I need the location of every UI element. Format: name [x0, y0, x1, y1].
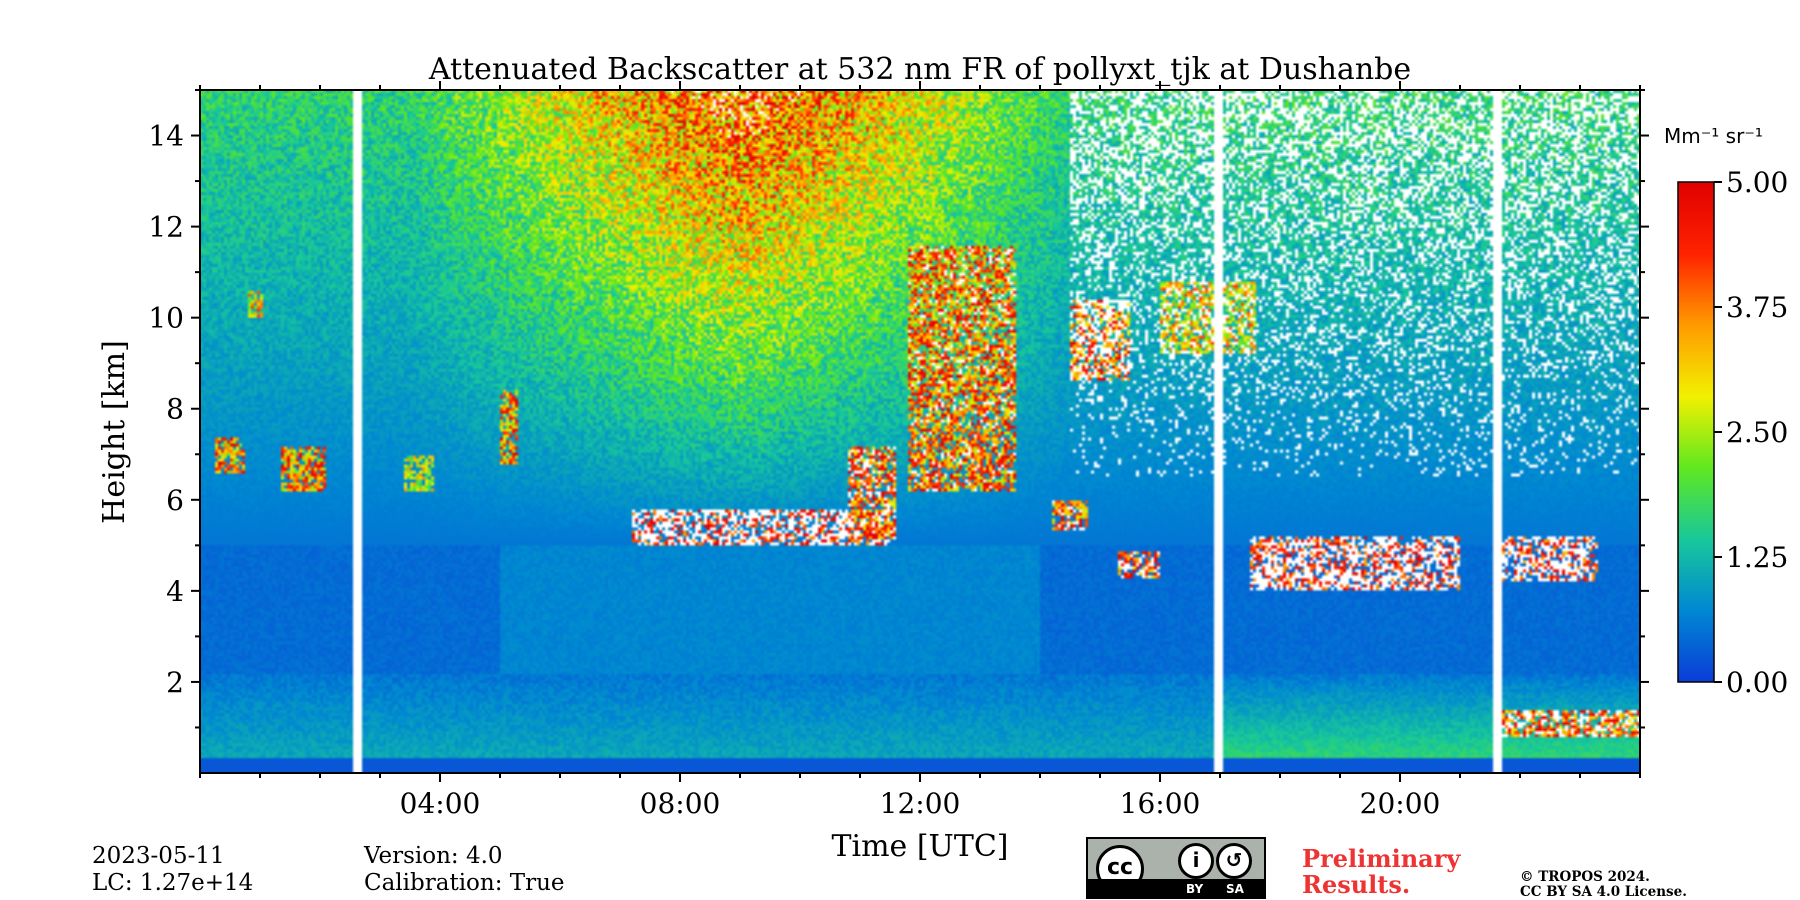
axis-ticks: 04:00 08:00 12:00 16:00 20:00 2 4 6 8 10 12 14 [148, 81, 1649, 820]
x-tick-label: 20:00 [1360, 787, 1441, 820]
x-axis-label: Time [UTC] [832, 829, 1009, 864]
calibration-label: Calibration: True [364, 870, 565, 896]
chart-title: Attenuated Backscatter at 532 nm FR of p… [428, 52, 1411, 87]
y-tick-label: 8 [166, 393, 184, 426]
colorbar-tick-label: 2.50 [1726, 416, 1788, 449]
x-tick-label: 04:00 [400, 787, 481, 820]
preliminary-line-1: Preliminary [1302, 844, 1461, 873]
copyright-notice: © TROPOS 2024. CC BY SA 4.0 License. [1520, 870, 1687, 900]
x-tick-label: 08:00 [640, 787, 721, 820]
copyright-line-1: © TROPOS 2024. [1520, 869, 1650, 885]
x-tick-label: 16:00 [1120, 787, 1201, 820]
colorbar-tick-label: 3.75 [1726, 291, 1788, 324]
y-tick-label: 6 [166, 484, 184, 517]
x-tick-label: 12:00 [880, 787, 961, 820]
lidar-constant: LC: 1.27e+14 [92, 870, 254, 896]
y-tick-label: 12 [148, 211, 184, 244]
preliminary-results-notice: Preliminary Results. [1302, 846, 1460, 898]
y-tick-label: 14 [148, 120, 184, 153]
cc-by-sa-license-badge: cc i ↺ BY SA [1086, 837, 1266, 899]
badge-footer-strip [1088, 879, 1264, 897]
badge-by-label: BY [1186, 882, 1204, 896]
y-tick-label: 2 [166, 666, 184, 699]
share-alike-icon: ↺ [1216, 843, 1252, 879]
version-label: Version: 4.0 [364, 843, 503, 869]
colorbar-unit-label: Mm⁻¹ sr⁻¹ [1664, 124, 1763, 148]
y-tick-label: 10 [148, 302, 184, 335]
colorbar-tick-label: 1.25 [1726, 541, 1788, 574]
badge-sa-label: SA [1226, 882, 1244, 896]
colorbar-gradient [1677, 181, 1715, 683]
attribution-person-icon: i [1178, 843, 1214, 879]
colorbar: 0.00 1.25 2.50 3.75 5.00 [1677, 166, 1788, 699]
colorbar-tick-label: 5.00 [1726, 166, 1788, 199]
measurement-date: 2023-05-11 [92, 843, 225, 869]
heatmap-raster [200, 90, 1640, 773]
colorbar-tick-label: 0.00 [1726, 666, 1788, 699]
y-tick-label: 4 [166, 575, 184, 608]
copyright-line-2: CC BY SA 4.0 License. [1520, 884, 1687, 900]
y-axis-label: Height [km] [97, 340, 132, 524]
preliminary-line-2: Results. [1302, 870, 1411, 899]
backscatter-heatmap [200, 90, 1640, 773]
